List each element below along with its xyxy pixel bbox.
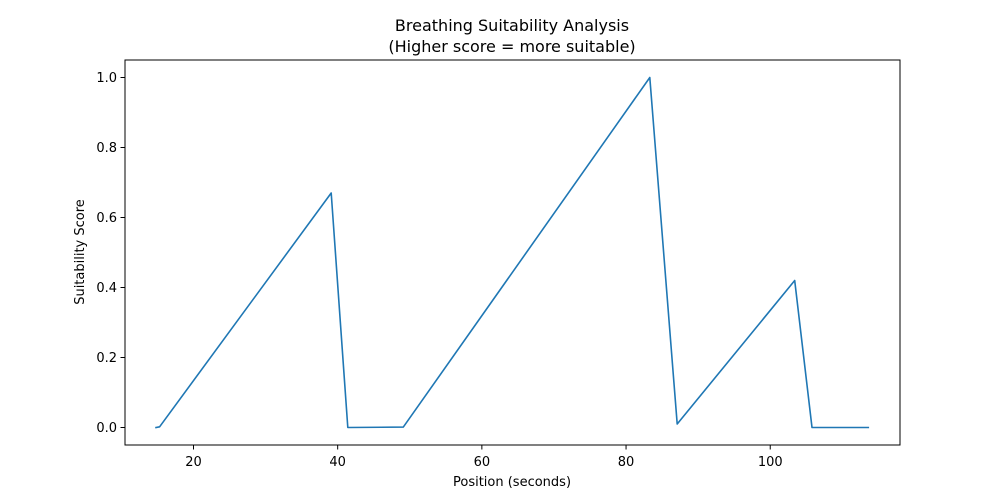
plot-frame [124,59,901,446]
y-axis-label: Suitability Score [73,199,88,305]
y-tick-label: 0.4 [96,281,117,296]
y-tick-label: 1.0 [96,71,117,86]
series-line [155,76,870,429]
chart-subtitle: (Higher score = more suitable) [388,37,635,56]
x-tick-label: 60 [474,455,491,470]
x-tick-label: 80 [618,455,635,470]
y-tick-label: 0.2 [96,351,117,366]
y-tick-label: 0.6 [96,211,117,226]
x-axis-label: Position (seconds) [453,475,571,490]
y-tick-label: 0.8 [96,141,117,156]
axis-ticks: 20 40 60 80 100 0.0 0.2 0.4 0.6 0.8 1.0 [96,71,782,470]
x-tick-label: 100 [758,455,783,470]
chart-title: Breathing Suitability Analysis [395,16,629,35]
plot-series [155,76,870,429]
x-tick-label: 20 [185,455,202,470]
y-tick-label: 0.0 [96,421,117,436]
x-tick-label: 40 [329,455,346,470]
